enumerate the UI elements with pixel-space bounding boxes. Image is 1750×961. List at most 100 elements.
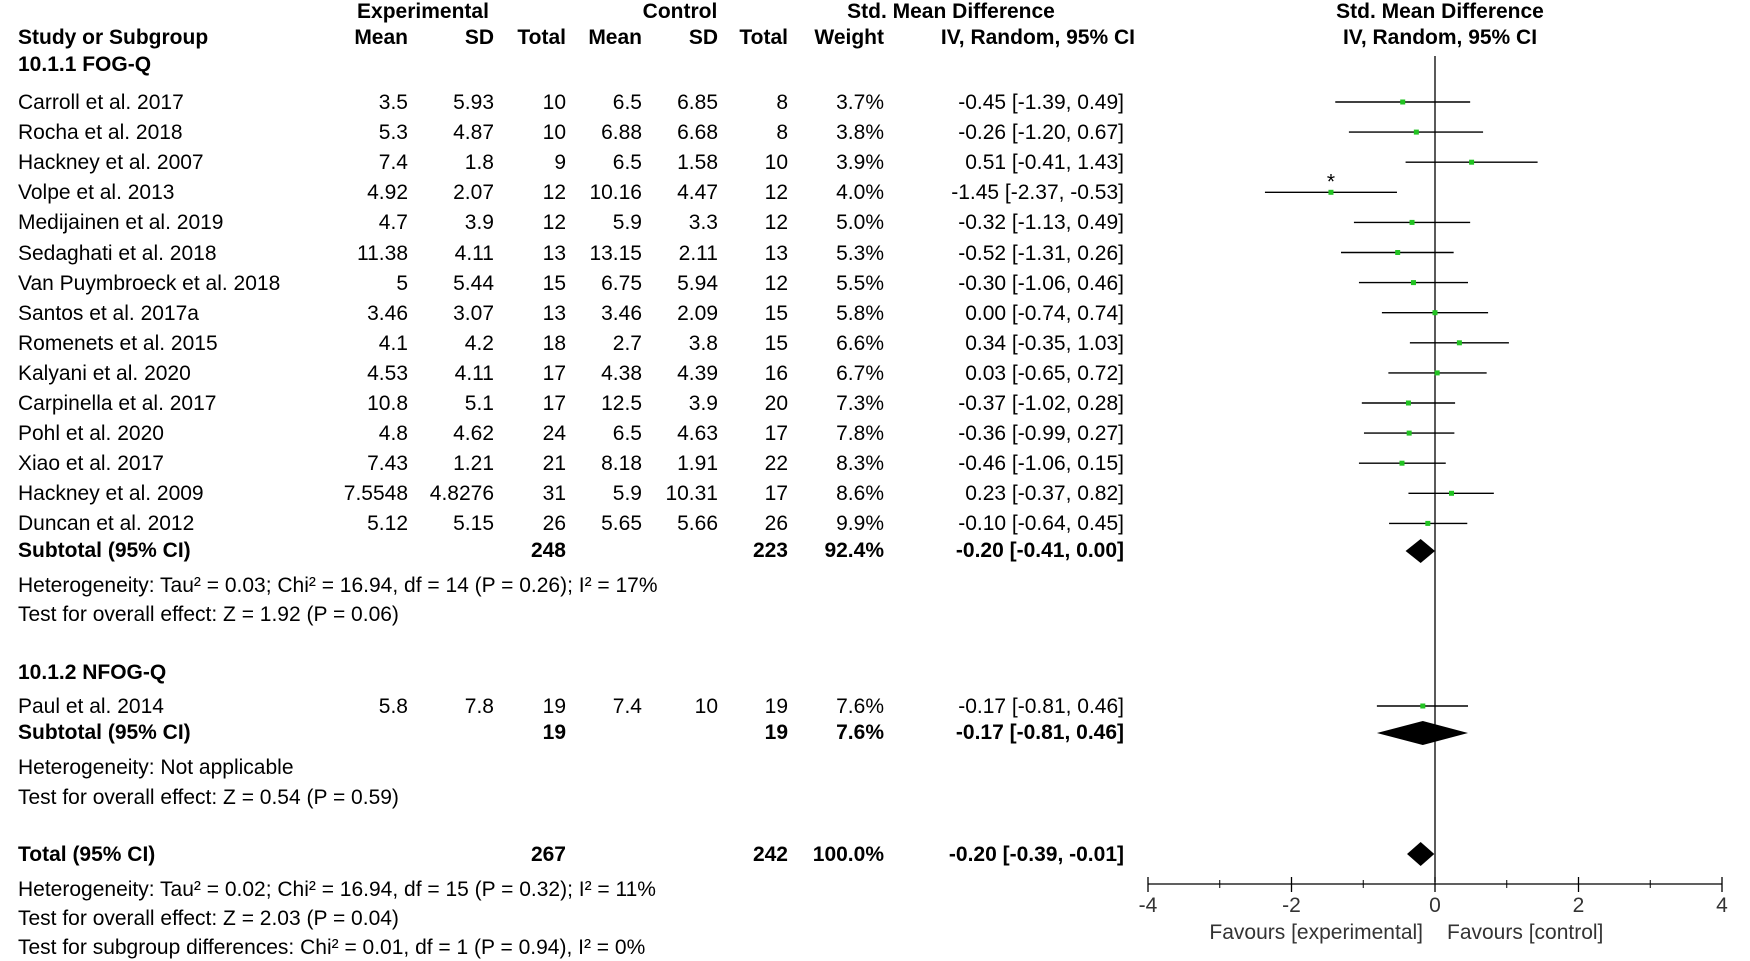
header-weight: Weight (814, 26, 884, 49)
effect-marker (1405, 400, 1411, 406)
sd-control: 4.47 (677, 181, 718, 205)
sd-experimental: 7.8 (464, 695, 494, 718)
total-experimental: 12 (542, 181, 566, 205)
smd-ci: -0.45 [-1.39, 0.49] (958, 91, 1124, 114)
sd-control: 5.94 (677, 271, 718, 295)
sd-control: 3.8 (688, 331, 718, 355)
mean-experimental: 7.5548 (343, 482, 408, 506)
study-name: Medijainen et al. 2019 (18, 211, 224, 235)
overall-effect-text: Test for overall effect: Z = 1.92 (P = 0… (18, 603, 399, 626)
total-control: 15 (764, 301, 788, 325)
favours-experimental-label: Favours [experimental] (1209, 921, 1423, 944)
effect-marker (1413, 129, 1419, 135)
mean-control: 6.5 (612, 151, 642, 175)
effect-marker (1406, 430, 1412, 436)
study-name: Santos et al. 2017a (18, 301, 199, 325)
total-control: 17 (764, 422, 788, 446)
study-name: Van Puymbroeck et al. 2018 (18, 271, 281, 295)
x-tick-label: -4 (1139, 894, 1158, 917)
study-name: Romenets et al. 2015 (18, 331, 218, 355)
total-control: 12 (764, 211, 788, 235)
header-control: Control (642, 0, 718, 23)
sd-control: 5.66 (677, 512, 718, 536)
effect-marker (1410, 280, 1416, 286)
weight: 5.5% (836, 271, 884, 295)
mean-experimental: 7.43 (367, 452, 408, 476)
mean-control: 3.46 (601, 301, 642, 325)
subtotal-total-c: 223 (752, 539, 788, 562)
mean-control: 4.38 (601, 361, 642, 385)
header-total-e: Total (517, 26, 566, 49)
total-experimental: 10 (542, 91, 566, 114)
weight: 4.0% (836, 181, 884, 205)
mean-experimental: 4.7 (378, 211, 408, 235)
mean-control: 6.75 (601, 271, 642, 295)
total-control: 10 (764, 151, 788, 175)
header-mean-e: Mean (354, 26, 408, 49)
mean-experimental: 4.53 (367, 361, 408, 385)
sd-control: 10 (694, 695, 718, 718)
total-weight: 100.0% (812, 843, 884, 866)
sd-experimental: 1.8 (464, 151, 494, 175)
smd-ci: 0.51 [-0.41, 1.43] (965, 151, 1124, 175)
study-name: Volpe et al. 2013 (18, 181, 175, 205)
smd-ci: 0.34 [-0.35, 1.03] (965, 331, 1124, 355)
total-control: 12 (764, 181, 788, 205)
smd-ci: 0.23 [-0.37, 0.82] (965, 482, 1124, 506)
effect-marker (1395, 250, 1401, 255)
heterogeneity-text: Heterogeneity: Tau² = 0.03; Chi² = 16.94… (18, 574, 658, 597)
effect-marker (1420, 703, 1426, 709)
total-overall-effect-text: Test for overall effect: Z = 2.03 (P = 0… (18, 907, 399, 930)
sd-experimental: 4.8276 (429, 482, 494, 506)
header-smd-sub: IV, Random, 95% CI (940, 26, 1135, 49)
study-name: Sedaghati et al. 2018 (18, 241, 217, 265)
heterogeneity-text: Heterogeneity: Not applicable (18, 756, 294, 779)
sd-control: 4.39 (677, 361, 718, 385)
total-control: 8 (776, 121, 788, 145)
weight: 5.3% (836, 241, 884, 265)
sd-control: 3.3 (688, 211, 718, 235)
total-control: 16 (764, 361, 788, 385)
sd-experimental: 3.9 (464, 211, 494, 235)
subtotal-total-c: 19 (764, 721, 788, 744)
mean-control: 12.5 (601, 392, 642, 415)
total-control: 15 (764, 331, 788, 355)
mean-control: 6.88 (601, 121, 642, 145)
total-total-c: 242 (752, 843, 788, 866)
study-name: Carpinella et al. 2017 (18, 392, 217, 415)
total-experimental: 9 (554, 151, 566, 175)
mean-control: 6.5 (612, 91, 642, 114)
pooled-diamond (1407, 842, 1435, 866)
mean-control: 5.9 (612, 482, 642, 506)
total-control: 26 (764, 512, 788, 536)
mean-control: 6.5 (612, 422, 642, 446)
header-sd-e: SD (464, 26, 494, 49)
sd-experimental: 4.62 (453, 422, 494, 446)
overall-effect-text: Test for overall effect: Z = 0.54 (P = 0… (18, 786, 399, 809)
weight: 5.0% (836, 211, 884, 235)
total-control: 22 (764, 452, 788, 476)
smd-ci: 0.00 [-0.74, 0.74] (965, 301, 1124, 325)
mean-control: 8.18 (601, 452, 642, 476)
sd-experimental: 3.07 (453, 301, 494, 325)
study-name: Kalyani et al. 2020 (18, 361, 191, 385)
smd-ci: -0.46 [-1.06, 0.15] (958, 452, 1124, 476)
mean-experimental: 11.38 (357, 241, 408, 265)
smd-ci: -0.32 [-1.13, 0.49] (958, 211, 1124, 235)
mean-control: 2.7 (612, 331, 642, 355)
group-title: 10.1.1 FOG-Q (18, 53, 152, 76)
sd-experimental: 2.07 (453, 181, 494, 205)
total-experimental: 15 (542, 271, 566, 295)
mean-control: 5.9 (612, 211, 642, 235)
study-name: Duncan et al. 2012 (18, 512, 195, 536)
outlier-mark: * (1327, 170, 1335, 193)
study-name: Paul et al. 2014 (18, 695, 164, 718)
total-control: 8 (776, 91, 788, 114)
study-name: Hackney et al. 2007 (18, 151, 204, 175)
pooled-diamond (1405, 539, 1435, 563)
group-title: 10.1.2 NFOG-Q (18, 661, 167, 684)
total-experimental: 17 (542, 361, 566, 385)
sd-control: 1.91 (677, 452, 718, 476)
weight: 6.6% (836, 331, 884, 355)
sd-control: 2.11 (678, 241, 718, 265)
